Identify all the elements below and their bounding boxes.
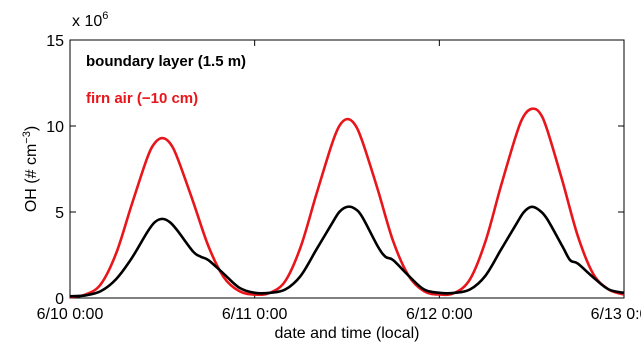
x-tick-label: 6/12 0:00 bbox=[406, 306, 473, 323]
legend-entry-boundary-layer: boundary layer (1.5 m) bbox=[86, 53, 246, 70]
y-tick-label: 10 bbox=[46, 119, 64, 136]
x-tick-label: 6/13 0:00 bbox=[591, 306, 641, 323]
x-tick-label: 6/11 0:00 bbox=[222, 306, 288, 323]
legend-entry-firn-air: firn air (−10 cm) bbox=[86, 90, 198, 107]
y-tick-label: 0 bbox=[55, 291, 64, 308]
y-axis-label: OH (# cm−3) bbox=[21, 126, 40, 212]
x-tick-label: 6/10 0:00 bbox=[37, 306, 104, 323]
series-line-firn-air bbox=[69, 107, 625, 299]
x-axis-ticks: 6/10 0:00 6/11 0:00 6/12 0:00 6/13 0:00 bbox=[37, 40, 641, 323]
y-tick-label: 15 bbox=[46, 33, 64, 50]
y-multiplier: x 106 bbox=[72, 10, 108, 30]
y-axis-ticks: 0 5 10 15 bbox=[46, 33, 624, 308]
series-layer bbox=[69, 107, 625, 299]
y-tick-label: 5 bbox=[55, 205, 64, 222]
plot-frame bbox=[69, 39, 625, 299]
series-line-boundary-layer bbox=[69, 205, 625, 298]
x-axis-label: date and time (local) bbox=[275, 325, 420, 342]
